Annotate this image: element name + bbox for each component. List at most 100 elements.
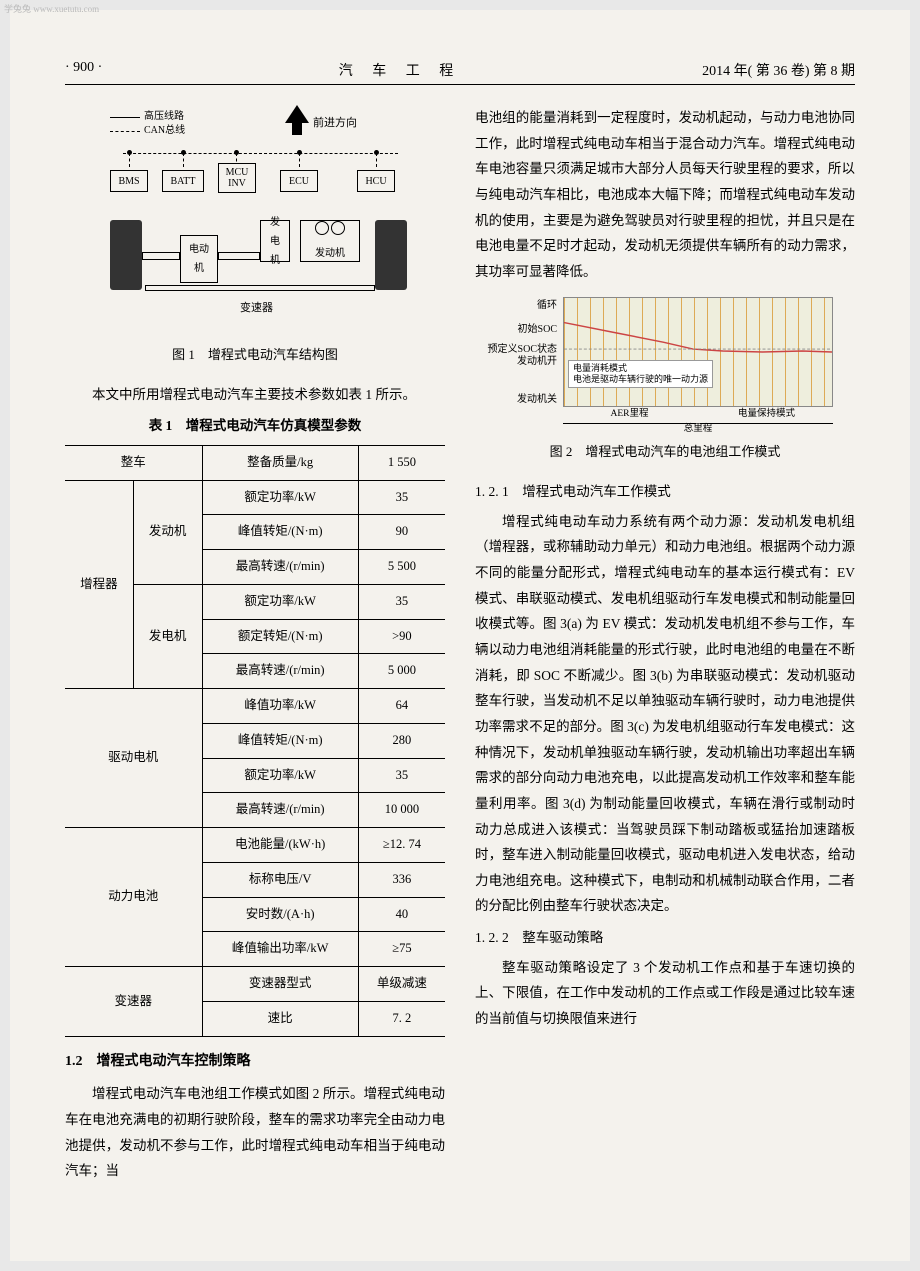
page: · 900 · 汽 车 工 程 2014 年( 第 36 卷) 第 8 期 高压…	[10, 10, 910, 1261]
figure-1-caption: 图 1 增程式电动汽车结构图	[85, 343, 425, 368]
bus-stub	[376, 153, 377, 167]
arrow-stem	[292, 123, 302, 135]
table-row: 驱动电机 峰值功率/kW 64	[65, 689, 445, 724]
can-bus-line	[123, 153, 398, 154]
table-cell: 驱动电机	[65, 689, 202, 828]
fig2-mode-box: 电量消耗模式 电池是驱动车辆行驶的唯一动力源	[568, 360, 713, 388]
page-number: · 900 ·	[65, 60, 145, 80]
table-1-title: 表 1 增程式电动汽车仿真模型参数	[65, 413, 445, 439]
table-cell: ≥75	[358, 932, 445, 967]
table-cell: 速比	[202, 1001, 358, 1036]
table-cell: 标称电压/V	[202, 862, 358, 897]
table-cell: 35	[358, 480, 445, 515]
table-cell: 峰值输出功率/kW	[202, 932, 358, 967]
batt-block: BATT	[162, 170, 204, 192]
bus-stub	[129, 153, 130, 167]
table-cell: 额定功率/kW	[202, 480, 358, 515]
table-cell: 90	[358, 515, 445, 550]
wheel-left	[110, 220, 142, 290]
intro-paragraph: 本文中所用增程式电动汽车主要技术参数如表 1 所示。	[65, 382, 445, 408]
watermark: 学兔兔 www.xuetutu.com	[4, 2, 99, 15]
dash-line-icon	[110, 131, 140, 132]
section-1-2-1-title: 1. 2. 1 增程式电动汽车工作模式	[475, 479, 855, 505]
right-para-1: 电池组的能量消耗到一定程度时，发动机起动，与动力电池协同工作，此时增程式纯电动车…	[475, 105, 855, 284]
arrow-label: 前进方向	[313, 113, 357, 134]
table-cell: 280	[358, 723, 445, 758]
table-row: 增程器 发动机 额定功率/kW 35	[65, 480, 445, 515]
figure-1: 高压线路 CAN总线 前进方向	[85, 105, 425, 368]
journal-title: 汽 车 工 程	[145, 60, 655, 80]
table-cell: 整车	[65, 445, 202, 480]
legend-hv: 高压线路	[144, 110, 184, 124]
diagram-legend: 高压线路 CAN总线	[110, 110, 185, 138]
table-cell: 变速器	[65, 967, 202, 1037]
section-1-2-title: 1.2 增程式电动汽车控制策略	[65, 1049, 445, 1076]
table-1: 整车 整备质量/kg 1 550 增程器 发动机 额定功率/kW 35 峰值转矩…	[65, 445, 445, 1037]
table-cell: 额定功率/kW	[202, 584, 358, 619]
table-cell: 峰值功率/kW	[202, 689, 358, 724]
legend-can: CAN总线	[144, 124, 185, 138]
table-cell: >90	[358, 619, 445, 654]
table-cell: 35	[358, 758, 445, 793]
section-1-2-para: 增程式电动汽车电池组工作模式如图 2 所示。增程式纯电动车在电池充满电的初期行驶…	[65, 1081, 445, 1184]
circle-icon	[315, 221, 329, 235]
table-cell: 发动机	[133, 480, 202, 584]
transmission-label: 变速器	[240, 298, 273, 319]
section-1-2-2-title: 1. 2. 2 整车驱动策略	[475, 925, 855, 951]
figure-2-caption: 图 2 增程式电动汽车的电池组工作模式	[495, 440, 835, 465]
drive-shaft	[145, 285, 375, 291]
table-cell: 额定功率/kW	[202, 758, 358, 793]
axle	[142, 252, 180, 260]
table-cell: 整备质量/kg	[202, 445, 358, 480]
ecu-block: ECU	[280, 170, 318, 192]
y-label: 循环	[537, 296, 557, 315]
section-1-2-2-para: 整车驱动策略设定了 3 个发动机工作点和基于车速切换的上、下限值，在工作中发动机…	[475, 955, 855, 1032]
soc-curve	[564, 298, 832, 406]
y-label: 发动机开	[517, 352, 557, 371]
table-cell: 7. 2	[358, 1001, 445, 1036]
y-label: 发动机关	[517, 390, 557, 409]
bus-stub	[299, 153, 300, 167]
motor-block: 电动机	[180, 235, 218, 283]
table-cell: 动力电池	[65, 828, 202, 967]
total-range: 总里程	[563, 420, 833, 438]
table-cell: 最高转速/(r/min)	[202, 793, 358, 828]
figure-2: 循环 初始SOC 预定义SOC状态 发动机开 发动机关 电量消耗模式	[495, 292, 835, 465]
axle	[218, 252, 260, 260]
table-cell: 单级减速	[358, 967, 445, 1002]
bms-block: BMS	[110, 170, 148, 192]
fig2-plot-area: 电量消耗模式 电池是驱动车辆行驶的唯一动力源	[563, 297, 833, 407]
table-cell: 35	[358, 584, 445, 619]
solid-line-icon	[110, 117, 140, 118]
issue-info: 2014 年( 第 36 卷) 第 8 期	[655, 60, 855, 80]
generator-block: 发电机	[260, 220, 290, 262]
table-cell: 1 550	[358, 445, 445, 480]
page-header: · 900 · 汽 车 工 程 2014 年( 第 36 卷) 第 8 期	[65, 60, 855, 85]
table-cell: 电池能量/(kW·h)	[202, 828, 358, 863]
table-cell: 最高转速/(r/min)	[202, 550, 358, 585]
bus-stub	[183, 153, 184, 167]
table-cell: 10 000	[358, 793, 445, 828]
table-cell: 最高转速/(r/min)	[202, 654, 358, 689]
powertrain-diagram: 高压线路 CAN总线 前进方向	[85, 105, 425, 335]
arrow-up-icon	[285, 105, 309, 123]
table-cell: 336	[358, 862, 445, 897]
fig2-chart: 循环 初始SOC 预定义SOC状态 发动机开 发动机关 电量消耗模式	[495, 292, 835, 432]
table-cell: 增程器	[65, 480, 133, 689]
two-column-layout: 高压线路 CAN总线 前进方向	[65, 105, 855, 1186]
table-cell: 峰值转矩/(N·m)	[202, 723, 358, 758]
right-column: 电池组的能量消耗到一定程度时，发动机起动，与动力电池协同工作，此时增程式纯电动车…	[475, 105, 855, 1186]
wheel-right	[375, 220, 407, 290]
table-cell: 峰值转矩/(N·m)	[202, 515, 358, 550]
table-row: 动力电池 电池能量/(kW·h) ≥12. 74	[65, 828, 445, 863]
table-row: 变速器 变速器型式 单级减速	[65, 967, 445, 1002]
section-1-2-1-para: 增程式纯电动车动力系统有两个动力源：发动机发电机组（增程器，或称辅助动力单元）和…	[475, 509, 855, 919]
hcu-block: HCU	[357, 170, 395, 192]
y-label: 初始SOC	[518, 320, 557, 339]
table-cell: 安时数/(A·h)	[202, 897, 358, 932]
left-column: 高压线路 CAN总线 前进方向	[65, 105, 445, 1186]
engine-block: 发动机	[300, 220, 360, 262]
table-cell: 5 500	[358, 550, 445, 585]
circle-icon	[331, 221, 345, 235]
table-cell: 40	[358, 897, 445, 932]
